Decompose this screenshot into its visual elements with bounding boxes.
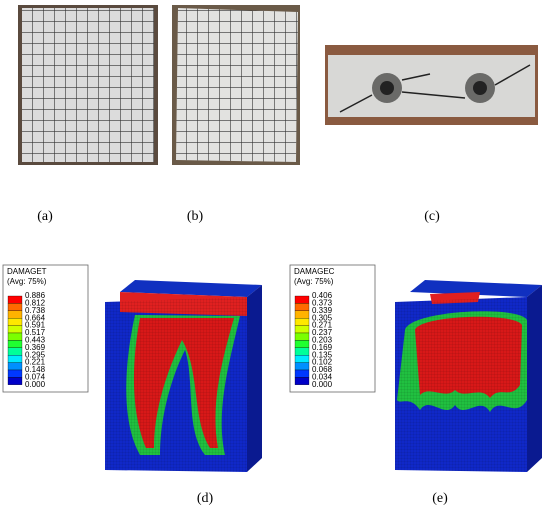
fe-model-e <box>395 280 542 472</box>
legend-swatch <box>7 325 23 334</box>
legend-value: 0.305 <box>312 313 333 322</box>
legend-swatch <box>294 332 310 341</box>
panel-label: (e) <box>432 491 448 506</box>
photo-c <box>325 45 538 125</box>
legend-swatch <box>7 332 23 341</box>
legend-swatch <box>7 347 23 356</box>
legend-swatch <box>294 318 310 326</box>
legend-swatch <box>7 318 23 326</box>
legend-value: 0.000 <box>312 380 333 389</box>
legend-swatch <box>294 355 310 363</box>
legend-swatch <box>294 347 310 356</box>
photo-b <box>172 5 300 165</box>
legend-value: 0.203 <box>312 336 333 345</box>
legend-swatch <box>7 303 23 311</box>
legend-value: 0.886 <box>25 291 46 300</box>
legend-title: DAMAGEC <box>294 267 335 276</box>
panel-label: (b) <box>187 209 204 224</box>
legend-value: 0.237 <box>312 328 333 337</box>
legend-value: 0.812 <box>25 299 46 308</box>
legend-swatch <box>294 340 310 348</box>
legend-value: 0.664 <box>25 313 46 322</box>
legend-value: 0.148 <box>25 365 46 374</box>
panel-label: (d) <box>197 491 214 506</box>
legend-value: 0.135 <box>312 350 333 359</box>
legend-value: 0.406 <box>312 291 333 300</box>
legend-value: 0.443 <box>25 336 46 345</box>
legend-swatch <box>7 362 23 371</box>
legend-swatch <box>7 355 23 363</box>
legend-value: 0.169 <box>312 343 333 352</box>
legend-value: 0.369 <box>25 343 46 352</box>
legend-swatch <box>7 310 23 319</box>
legend-title: (Avg: 75%) <box>7 277 47 286</box>
legend-value: 0.102 <box>312 358 333 367</box>
legend-value: 0.034 <box>312 373 333 382</box>
legend-swatch <box>294 303 310 311</box>
legend-title: DAMAGET <box>7 267 47 276</box>
fe-model-d <box>105 280 262 472</box>
legend-swatch <box>7 377 23 385</box>
legend-value: 0.591 <box>25 321 46 330</box>
panel-label: (c) <box>424 209 440 224</box>
legend-value: 0.000 <box>25 380 46 389</box>
legend-swatch <box>7 340 23 348</box>
legend-swatch <box>294 325 310 334</box>
legend-swatch <box>294 377 310 385</box>
legend-value: 0.738 <box>25 306 46 315</box>
legend-swatch <box>294 362 310 371</box>
legend-swatch <box>7 295 23 304</box>
legend-swatch <box>7 369 23 378</box>
legend-swatch <box>294 310 310 319</box>
legend-value: 0.074 <box>25 373 46 382</box>
legend-title: (Avg: 75%) <box>294 277 334 286</box>
panel-label: (a) <box>37 209 53 224</box>
legend-value: 0.373 <box>312 299 333 308</box>
legend-value: 0.221 <box>25 358 46 367</box>
legend-value: 0.295 <box>25 350 46 359</box>
legend-value: 0.517 <box>25 328 46 337</box>
legend-swatch <box>294 295 310 304</box>
photo-a <box>18 5 158 165</box>
legend-swatch <box>294 369 310 378</box>
legend-value: 0.068 <box>312 365 333 374</box>
legend-value: 0.271 <box>312 321 333 330</box>
legend-value: 0.339 <box>312 306 333 315</box>
